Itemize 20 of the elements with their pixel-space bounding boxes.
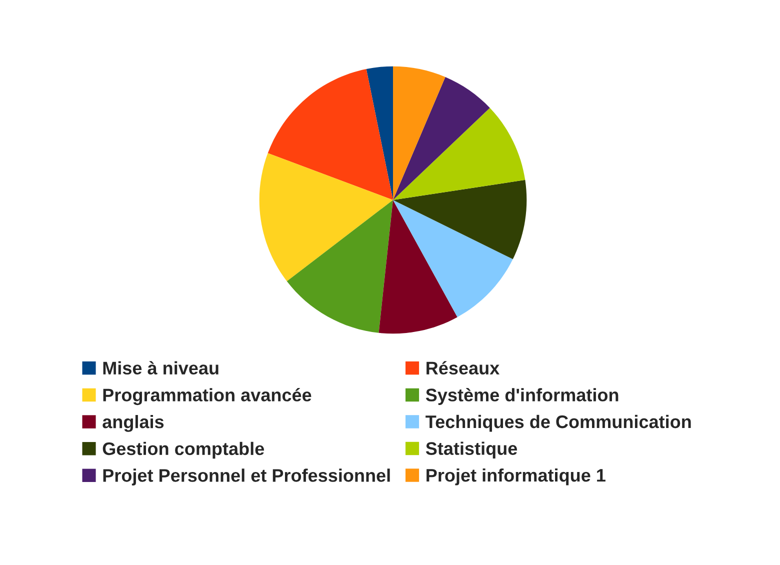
legend-label: Statistique [426, 442, 518, 459]
legend-label: Projet informatique 1 [426, 468, 606, 486]
pie-slice [393, 200, 513, 318]
legend-label: Mise à niveau [103, 361, 218, 375]
legend-label: Programmation avancée [103, 388, 312, 406]
pie-slice [268, 69, 393, 200]
pie-slice [378, 200, 458, 334]
pie-slice [393, 66, 446, 200]
legend-label: Gestion comptable [102, 442, 264, 459]
legend-label: Projet Personnel et Professionnel [103, 468, 390, 486]
pie-slice [393, 108, 526, 200]
pie-slice [259, 153, 393, 282]
legend-label: Système d'information [426, 388, 618, 405]
pie-slice [286, 200, 393, 333]
legend-label: anglais [102, 415, 164, 432]
legend-label: Réseaux [426, 361, 500, 375]
pie-slice [366, 66, 393, 200]
legend-label: Techniques de Communication [426, 414, 691, 432]
pie-slice [393, 180, 527, 260]
pie-slice [393, 77, 490, 200]
